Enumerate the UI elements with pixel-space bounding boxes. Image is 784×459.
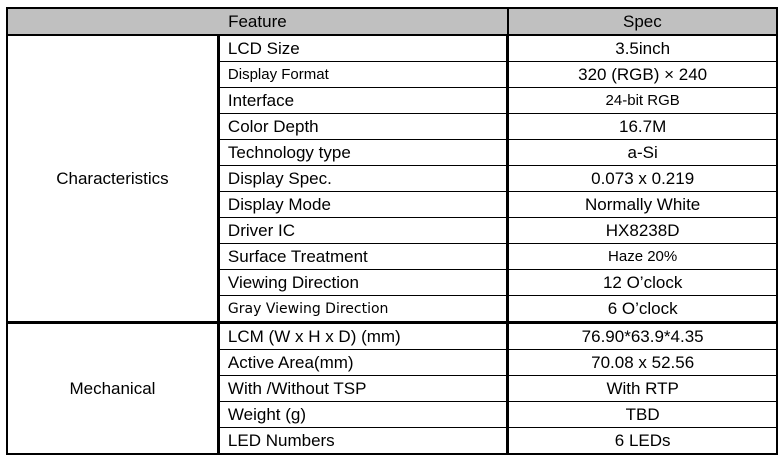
- feature-cell: Weight (g): [216, 401, 509, 428]
- spec-cell: 320 (RGB) × 240: [506, 61, 779, 88]
- table-row: Mechanical LCM (W x H x D) (mm) 76.90*63.9…: [5, 321, 779, 455]
- table-row: Interface 24-bit RGB: [7, 87, 779, 114]
- feature-cell: Active Area(mm): [216, 349, 509, 376]
- table-row: Driver IC HX8238D: [7, 217, 779, 244]
- table-row: Display Mode Normally White: [7, 191, 779, 218]
- feature-cell: Gray Viewing Direction: [216, 295, 509, 323]
- spec-cell: 6 O’clock: [506, 295, 779, 323]
- table-row: Color Depth 16.7M: [7, 113, 779, 140]
- feature-cell: Driver IC: [216, 217, 509, 244]
- table-row: Surface Treatment Haze 20%: [7, 243, 779, 270]
- group-characteristics: Characteristics: [5, 34, 220, 323]
- table-row: Display Spec. 0.073 x 0.219: [7, 165, 779, 192]
- feature-cell: Technology type: [216, 139, 509, 166]
- feature-cell: Display Format: [216, 61, 509, 88]
- spec-cell: 0.073 x 0.219: [506, 165, 779, 192]
- feature-cell: Display Mode: [216, 191, 509, 218]
- header-feature: Feature: [6, 7, 509, 36]
- spec-cell: With RTP: [506, 375, 779, 402]
- feature-cell: Display Spec.: [216, 165, 509, 192]
- spec-cell: 24-bit RGB: [506, 87, 779, 114]
- header-spec: Spec: [506, 7, 779, 36]
- feature-cell: Interface: [216, 87, 509, 114]
- table-row: With /Without TSP With RTP: [7, 375, 779, 402]
- spec-cell: 16.7M: [506, 113, 779, 140]
- spec-cell: Normally White: [506, 191, 779, 218]
- table-row: Technology type a-Si: [7, 139, 779, 166]
- table-row: Characteristics LCD Size 3.5inch: [5, 34, 779, 323]
- spec-table: Feature Spec Characteristics LCD Size 3.5i…: [5, 7, 779, 455]
- table-row: LED Numbers 6 LEDs: [7, 427, 779, 455]
- feature-cell: Viewing Direction: [216, 269, 509, 296]
- group-mechanical: Mechanical: [5, 321, 220, 455]
- table-row: Gray Viewing Direction 6 O’clock: [7, 295, 779, 323]
- spec-cell: HX8238D: [506, 217, 779, 244]
- header-row: Feature Spec: [6, 7, 779, 36]
- feature-cell: With /Without TSP: [216, 375, 509, 402]
- feature-cell: LCM (W x H x D) (mm): [216, 321, 509, 350]
- table-row: Weight (g) TBD: [7, 401, 779, 428]
- spec-cell: 3.5inch: [506, 34, 779, 62]
- spec-cell: a-Si: [506, 139, 779, 166]
- table-row: Active Area(mm) 70.08 x 52.56: [7, 349, 779, 376]
- spec-cell: 70.08 x 52.56: [506, 349, 779, 376]
- table-row: Display Format 320 (RGB) × 240: [7, 61, 779, 88]
- spec-cell: 76.90*63.9*4.35: [506, 321, 779, 350]
- feature-cell: LCD Size: [216, 34, 509, 62]
- spec-cell: TBD: [506, 401, 779, 428]
- table-row: Viewing Direction 12 O’clock: [7, 269, 779, 296]
- spec-cell: 12 O’clock: [506, 269, 779, 296]
- feature-cell: Color Depth: [216, 113, 509, 140]
- feature-cell: Surface Treatment: [216, 243, 509, 270]
- spec-cell: Haze 20%: [506, 243, 779, 270]
- spec-cell: 6 LEDs: [506, 427, 779, 455]
- feature-cell: LED Numbers: [216, 427, 509, 455]
